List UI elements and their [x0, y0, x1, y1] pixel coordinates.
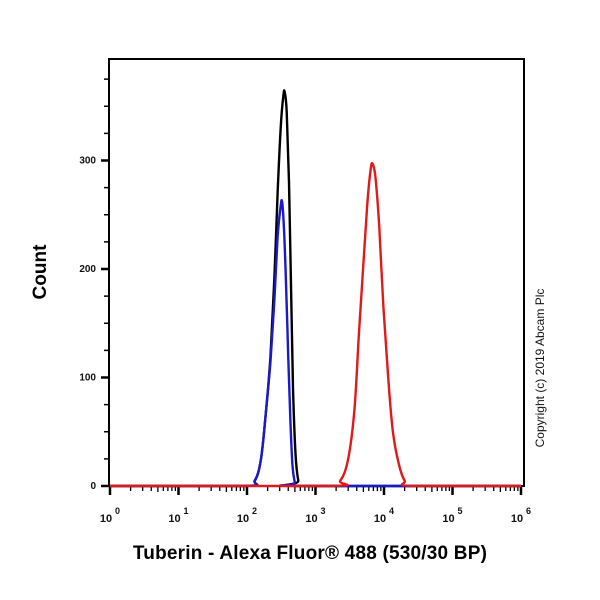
x-tick-label: 10	[374, 513, 386, 525]
x-tick-label: 10	[442, 513, 454, 525]
y-tick-label: 100	[79, 373, 96, 384]
x-tick-exponent: 1	[184, 506, 189, 516]
x-tick-exponent: 3	[321, 506, 326, 516]
x-tick-label: 10	[305, 513, 317, 525]
y-axis-label: Count	[30, 244, 51, 300]
x-axis-label: Tuberin - Alexa Fluor® 488 (530/30 BP)	[132, 543, 488, 564]
plot-frame	[108, 58, 525, 487]
x-tick-exponent: 6	[526, 506, 531, 516]
black-histogram-curve	[110, 89, 521, 488]
blue-histogram-curve	[110, 198, 521, 488]
y-tick-label: 0	[90, 481, 96, 492]
red-histogram-curve	[110, 161, 521, 488]
plot-border	[108, 58, 525, 487]
y-tick-label: 300	[79, 156, 96, 167]
x-tick-label: 10	[511, 513, 523, 525]
y-axis-ticks: 0 100 200 300	[79, 78, 109, 492]
x-tick-exponent: 0	[115, 506, 120, 516]
x-tick-exponent: 5	[458, 506, 463, 516]
x-tick-exponent: 2	[252, 506, 257, 516]
x-tick-label: 10	[168, 513, 180, 525]
x-tick-exponent: 4	[389, 506, 394, 516]
x-tick-label: 10	[237, 513, 249, 525]
copyright-notice: Copyright (c) 2019 Abcam Plc	[533, 288, 547, 448]
x-tick-label: 10	[100, 513, 112, 525]
y-tick-label: 200	[79, 264, 96, 275]
histogram-curves	[110, 89, 521, 488]
